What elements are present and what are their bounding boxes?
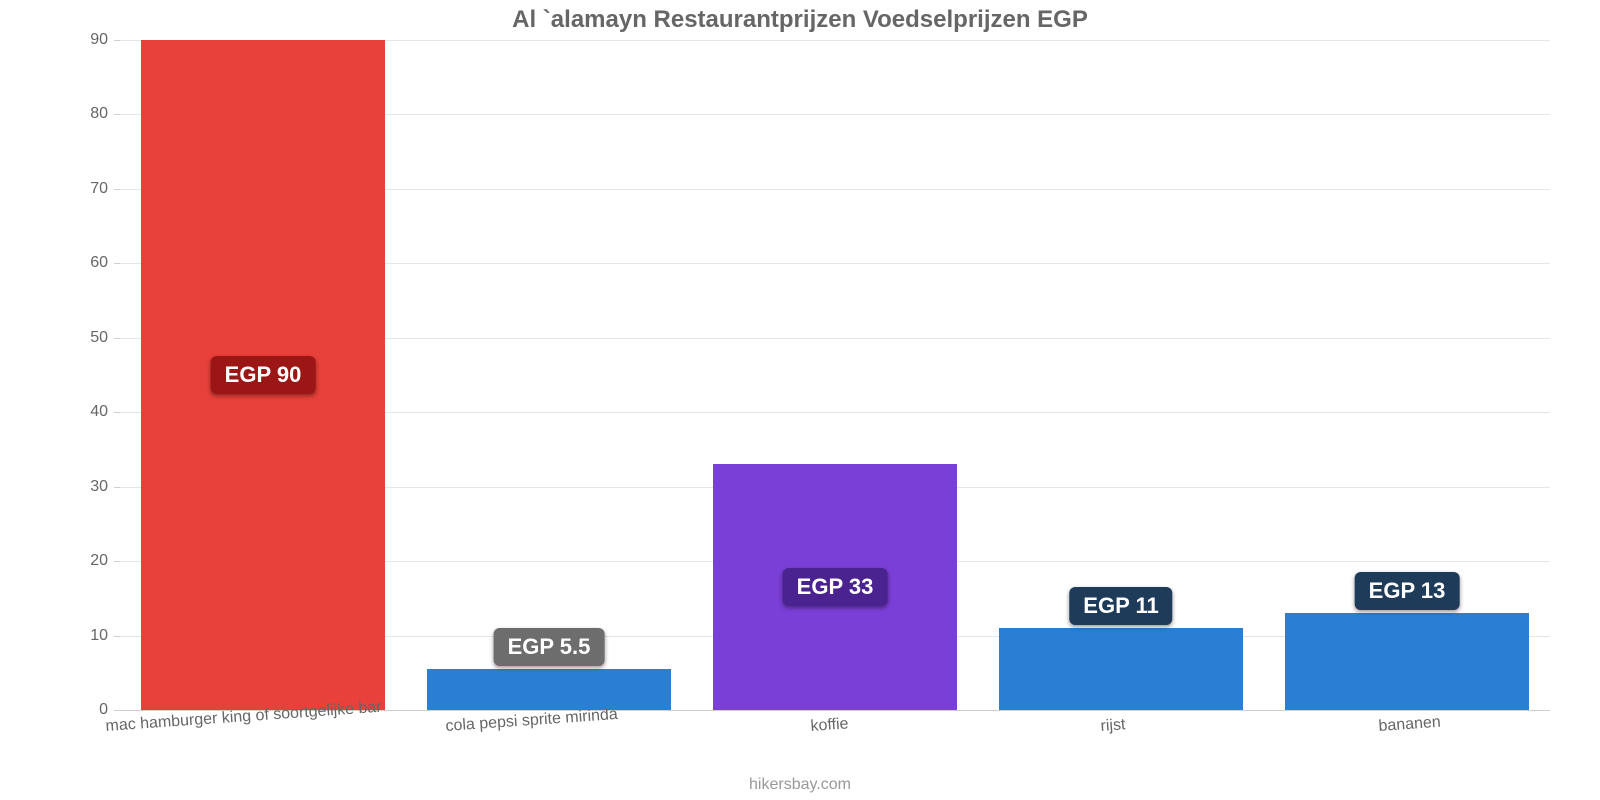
y-tick-mark (114, 114, 120, 115)
value-badge: EGP 33 (783, 568, 888, 606)
y-tick-label: 40 (8, 403, 108, 421)
y-tick-mark (114, 40, 120, 41)
chart-title: Al `alamayn Restaurantprijzen Voedselpri… (0, 6, 1600, 34)
x-tick-label: rijst (1100, 716, 1126, 736)
y-tick-label: 0 (8, 701, 108, 719)
plot-area (120, 40, 1550, 710)
bar-chart: Al `alamayn Restaurantprijzen Voedselpri… (0, 0, 1600, 800)
value-badge: EGP 5.5 (494, 628, 605, 666)
y-tick-mark (114, 412, 120, 413)
value-badge: EGP 11 (1069, 587, 1172, 625)
y-tick-mark (114, 263, 120, 264)
y-tick-mark (114, 710, 120, 711)
y-tick-mark (114, 338, 120, 339)
x-tick-label: koffie (810, 715, 849, 736)
y-tick-label: 30 (8, 478, 108, 496)
x-tick-label: bananen (1378, 714, 1441, 736)
y-tick-mark (114, 561, 120, 562)
y-tick-label: 60 (8, 254, 108, 272)
bar (427, 669, 670, 710)
bar (999, 628, 1242, 710)
y-tick-mark (114, 189, 120, 190)
y-tick-label: 90 (8, 31, 108, 49)
y-tick-label: 50 (8, 329, 108, 347)
y-tick-mark (114, 636, 120, 637)
y-tick-label: 10 (8, 627, 108, 645)
value-badge: EGP 13 (1355, 572, 1460, 610)
y-tick-mark (114, 487, 120, 488)
y-tick-label: 80 (8, 105, 108, 123)
chart-credit: hikersbay.com (0, 776, 1600, 794)
bar (1285, 613, 1528, 710)
value-badge: EGP 90 (211, 356, 316, 394)
y-tick-label: 70 (8, 180, 108, 198)
y-tick-label: 20 (8, 552, 108, 570)
